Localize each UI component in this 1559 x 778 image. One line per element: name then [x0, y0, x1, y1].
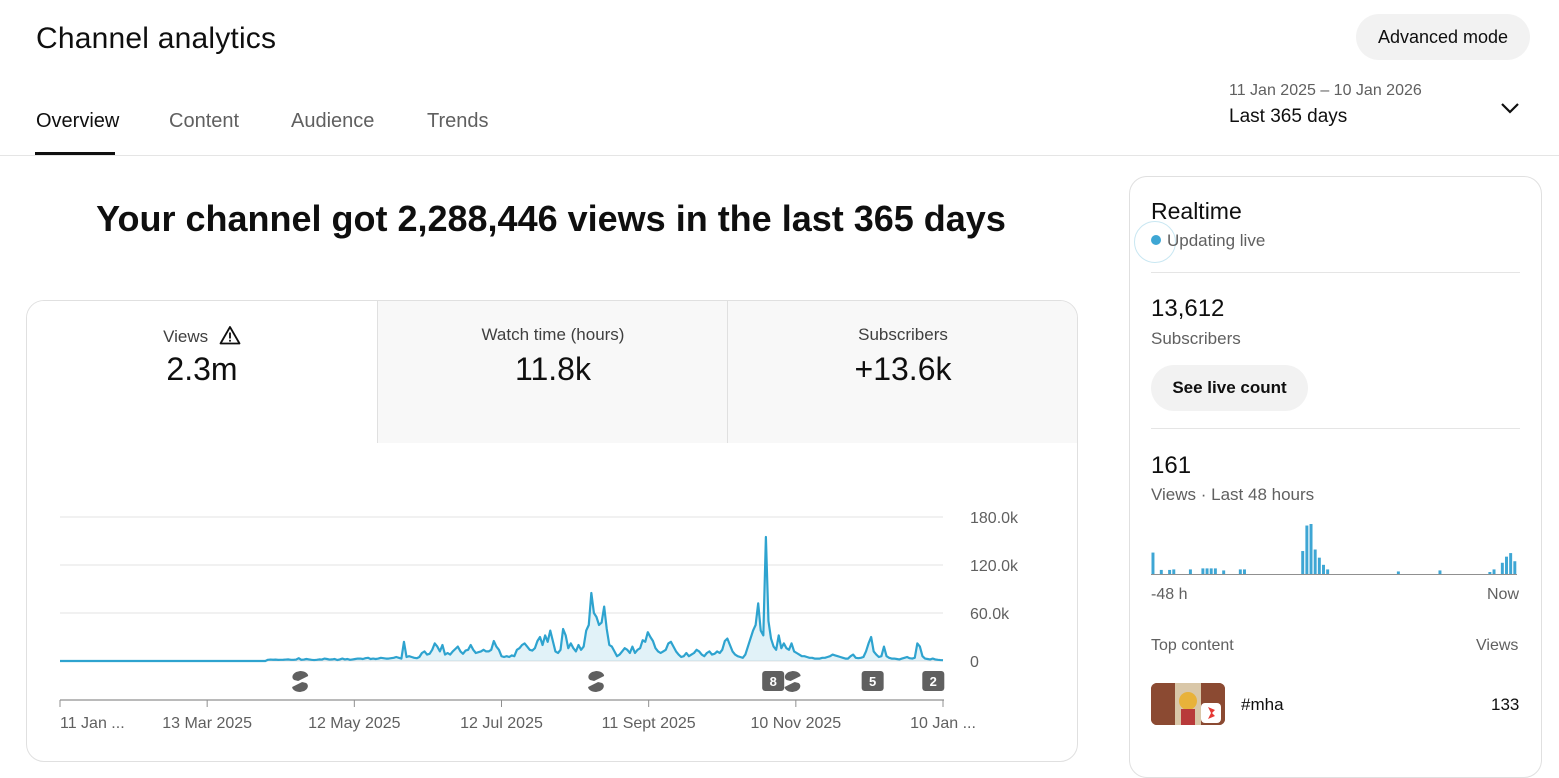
- chart-y-tick-label: 60.0k: [970, 606, 1010, 623]
- shorts-marker-icon[interactable]: [784, 671, 801, 692]
- tab-content[interactable]: Content: [169, 110, 240, 132]
- metric-tab-subscribers[interactable]: Subscribers +13.6k: [727, 301, 1077, 443]
- content-count-badge-label: 8: [770, 674, 777, 689]
- realtime-card: Realtime Updating live 13,612 Subscriber…: [1129, 176, 1542, 778]
- chart-y-tick-label: 180.0k: [970, 510, 1019, 527]
- realtime-bar[interactable]: [1243, 569, 1246, 574]
- live-pulse-ring: [1134, 221, 1176, 263]
- tab-audience[interactable]: Audience: [291, 110, 375, 132]
- metric-label-watch-time: Watch time (hours): [481, 325, 625, 344]
- realtime-bar[interactable]: [1513, 561, 1517, 574]
- metric-label-views: Views: [27, 325, 377, 347]
- warning-triangle-icon[interactable]: [219, 325, 241, 345]
- realtime-divider: [1151, 272, 1520, 273]
- realtime-bar[interactable]: [1317, 557, 1321, 574]
- content-count-badge[interactable]: 5: [861, 671, 884, 691]
- active-tab-indicator: [35, 152, 115, 155]
- chart-x-tick-label: 11 Jan ...: [60, 715, 125, 732]
- content-count-badge-label: 5: [869, 674, 876, 689]
- content-count-badge-label: 2: [930, 674, 937, 689]
- views-chart[interactable]: 180.0k 120.0k 60.0k 0 8 5 2 11 Jan ... 13 Mar …: [27, 443, 1077, 762]
- live-dot-icon: [1151, 235, 1161, 245]
- chart-content-markers[interactable]: 8 5 2: [292, 671, 945, 692]
- metric-value-subscribers: +13.6k: [854, 351, 952, 387]
- chart-x-tick-label: 11 Sept 2025: [602, 715, 696, 732]
- shorts-badge-icon: [1201, 703, 1221, 723]
- realtime-bar[interactable]: [1238, 569, 1242, 574]
- realtime-bar[interactable]: [1438, 570, 1442, 574]
- realtime-bar[interactable]: [1305, 525, 1309, 574]
- metric-value-watch-time: 11.8k: [515, 351, 591, 387]
- realtime-bar[interactable]: [1500, 562, 1504, 574]
- realtime-bar[interactable]: [1205, 568, 1209, 574]
- date-range-label[interactable]: Last 365 days: [1229, 106, 1348, 127]
- chevron-down-icon[interactable]: [1498, 98, 1522, 118]
- chart-gridlines: [60, 516, 943, 662]
- metric-tab-views[interactable]: Views 2.3m: [27, 301, 377, 443]
- chart-y-axis-labels: 180.0k 120.0k 60.0k 0: [970, 510, 1019, 671]
- realtime-bar[interactable]: [1172, 569, 1176, 574]
- realtime-subscribers-value: 13,612: [1151, 295, 1225, 322]
- content-count-badge[interactable]: 2: [922, 671, 945, 691]
- live-status-text: Updating live: [1167, 231, 1266, 250]
- realtime-bar[interactable]: [1168, 569, 1172, 574]
- chart-y-tick-label: 120.0k: [970, 558, 1019, 575]
- realtime-bar[interactable]: [1396, 571, 1400, 574]
- realtime-axis-end-label: Now: [1487, 586, 1520, 603]
- realtime-bar[interactable]: [1301, 551, 1305, 574]
- top-content-heading: Top content: [1151, 637, 1234, 654]
- realtime-bar[interactable]: [1322, 564, 1325, 574]
- realtime-subscribers-label: Subscribers: [1151, 329, 1241, 348]
- realtime-title: Realtime: [1151, 198, 1242, 224]
- shorts-marker-icon[interactable]: [588, 671, 605, 692]
- realtime-bar[interactable]: [1488, 572, 1492, 574]
- top-content-item-title[interactable]: #mha: [1241, 695, 1284, 714]
- shorts-marker-icon[interactable]: [292, 671, 309, 692]
- date-range-dates[interactable]: 11 Jan 2025 – 10 Jan 2026: [1229, 82, 1422, 99]
- advanced-mode-button[interactable]: Advanced mode: [1356, 14, 1530, 60]
- views-series-line: [60, 535, 944, 663]
- realtime-bar[interactable]: [1209, 568, 1213, 574]
- metric-tab-watch-time[interactable]: Watch time (hours) 11.8k: [377, 301, 728, 443]
- chart-x-tick-label: 12 May 2025: [308, 715, 401, 732]
- tab-overview[interactable]: Overview: [36, 110, 120, 132]
- realtime-bar[interactable]: [1492, 569, 1496, 574]
- chart-x-tick-label: 13 Mar 2025: [162, 715, 252, 732]
- chart-x-axis-ticks: 11 Jan ... 13 Mar 2025 12 May 2025 12 Jul 2…: [59, 700, 976, 732]
- views-series-area: [60, 537, 943, 661]
- metric-label-subscribers: Subscribers: [858, 325, 948, 344]
- realtime-bar[interactable]: [1509, 553, 1513, 574]
- tab-trends[interactable]: Trends: [427, 110, 489, 132]
- realtime-bar[interactable]: [1505, 556, 1508, 574]
- realtime-views-value: 161: [1151, 452, 1192, 479]
- realtime-views-label: Views · Last 48 hours: [1151, 485, 1315, 504]
- top-content-views-heading: Views: [1476, 637, 1519, 654]
- realtime-bar[interactable]: [1188, 569, 1192, 574]
- realtime-bar[interactable]: [1222, 570, 1226, 574]
- chart-x-tick-label: 10 Nov 2025: [750, 715, 841, 732]
- realtime-bar[interactable]: [1151, 552, 1155, 574]
- top-content-item-views: 133: [1491, 695, 1520, 714]
- chart-x-tick-label: 10 Jan ...: [910, 715, 976, 732]
- top-content-thumbnail[interactable]: [1151, 683, 1225, 725]
- realtime-bar[interactable]: [1159, 569, 1163, 574]
- realtime-bar[interactable]: [1313, 549, 1317, 574]
- see-live-count-button[interactable]: See live count: [1151, 365, 1308, 411]
- chart-y-tick-label: 0: [970, 654, 979, 671]
- chart-x-tick-label: 12 Jul 2025: [460, 715, 543, 732]
- metric-value-views: 2.3m: [166, 351, 238, 387]
- metrics-chart-card: Views 2.3m Watch time (hours) 11.8k Subs…: [26, 300, 1078, 762]
- realtime-bar[interactable]: [1213, 568, 1217, 574]
- realtime-views-bar-chart[interactable]: [1151, 517, 1521, 577]
- realtime-bar[interactable]: [1309, 524, 1313, 574]
- views-headline: Your channel got 2,288,446 views in the …: [96, 198, 1006, 239]
- realtime-bar[interactable]: [1201, 568, 1205, 574]
- realtime-axis-start-label: -48 h: [1151, 586, 1188, 603]
- content-count-badge[interactable]: 8: [762, 671, 785, 691]
- page-title: Channel analytics: [36, 22, 277, 55]
- header-divider: [0, 155, 1559, 156]
- realtime-divider: [1151, 428, 1520, 429]
- realtime-bar[interactable]: [1326, 569, 1330, 574]
